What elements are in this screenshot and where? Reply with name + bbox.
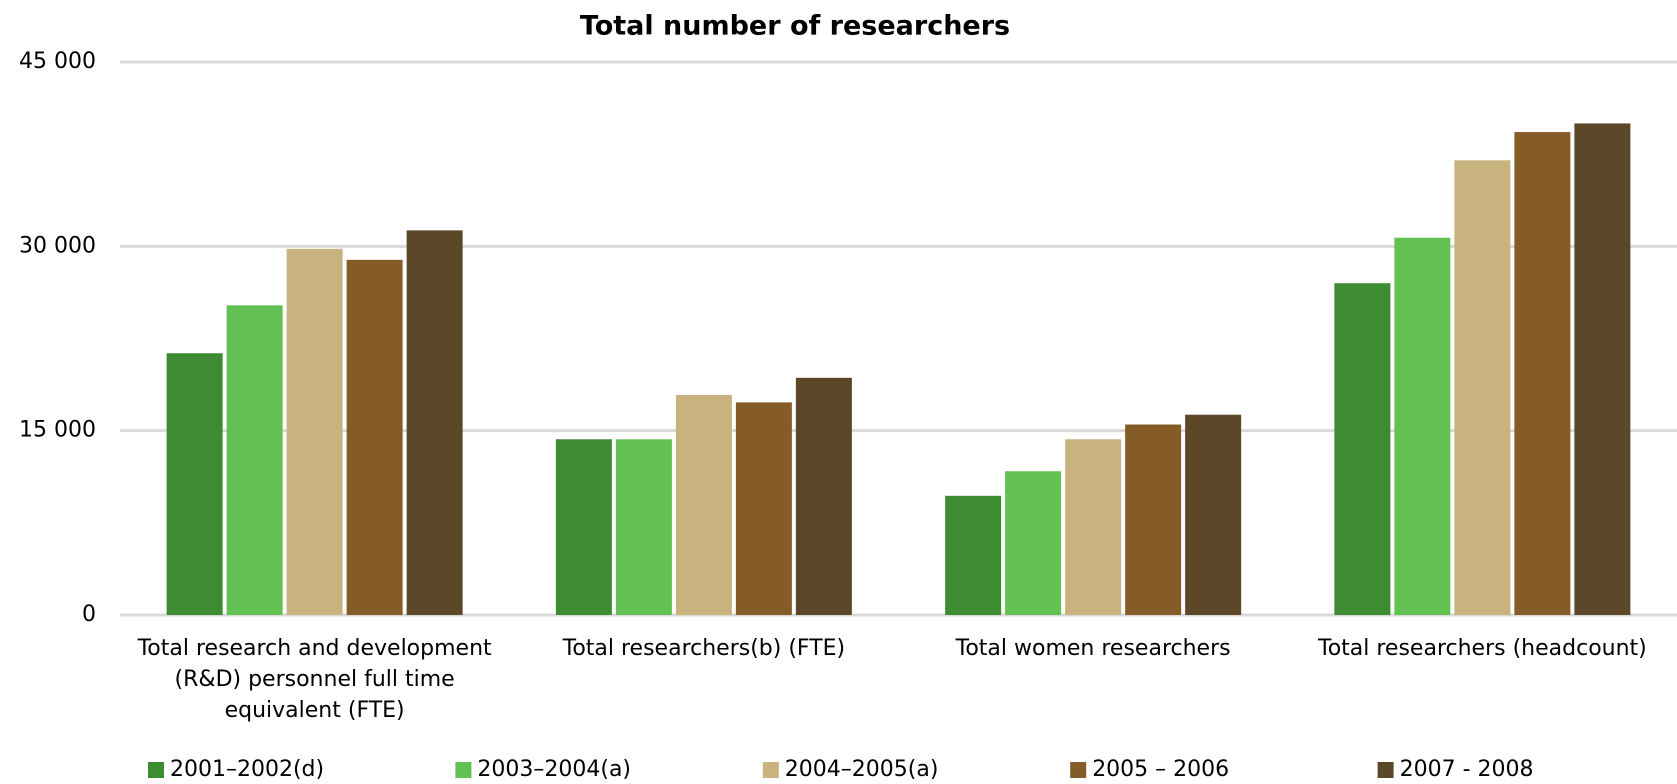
bar xyxy=(1334,283,1391,615)
x-tick-label: Total research and development (R&D) per… xyxy=(137,636,492,723)
bar xyxy=(1125,424,1182,615)
bar xyxy=(286,248,343,615)
legend-label: 2003–2004(a) xyxy=(477,757,631,782)
bar xyxy=(406,230,463,615)
legend-swatch xyxy=(1070,762,1087,778)
bar xyxy=(1065,439,1122,615)
y-tick-label: 45 000 xyxy=(19,49,96,74)
legend-swatch xyxy=(762,762,779,778)
bar xyxy=(1454,160,1511,616)
bar xyxy=(1574,123,1631,615)
bar xyxy=(1005,471,1062,615)
y-tick-label: 0 xyxy=(82,602,96,627)
legend-label: 2007 - 2008 xyxy=(1400,757,1534,782)
bar xyxy=(555,439,612,615)
bar xyxy=(735,402,792,615)
bar xyxy=(226,305,283,615)
legend-label: 2005 – 2006 xyxy=(1092,757,1229,782)
x-tick-label: Total researchers (headcount) xyxy=(1318,636,1647,661)
bar xyxy=(1394,237,1451,615)
y-tick-label: 30 000 xyxy=(19,233,96,258)
chart-title: Total number of researchers xyxy=(580,11,1010,42)
legend-swatch xyxy=(148,762,164,778)
bar xyxy=(1185,414,1242,615)
bar xyxy=(346,259,403,615)
x-tick-label: Total women researchers xyxy=(955,636,1231,661)
legend-label: 2004–2005(a) xyxy=(785,757,939,782)
bar xyxy=(675,395,732,615)
bar xyxy=(166,353,223,615)
bar xyxy=(945,495,1002,615)
x-tick-label: Total researchers(b) (FTE) xyxy=(562,636,846,661)
y-tick-label: 15 000 xyxy=(19,418,96,443)
bar xyxy=(615,439,672,615)
bar xyxy=(795,377,852,615)
legend-label: 2001–2002(d) xyxy=(170,757,324,782)
bar xyxy=(1514,132,1571,615)
legend-swatch xyxy=(1377,762,1394,778)
legend-swatch xyxy=(455,762,472,778)
